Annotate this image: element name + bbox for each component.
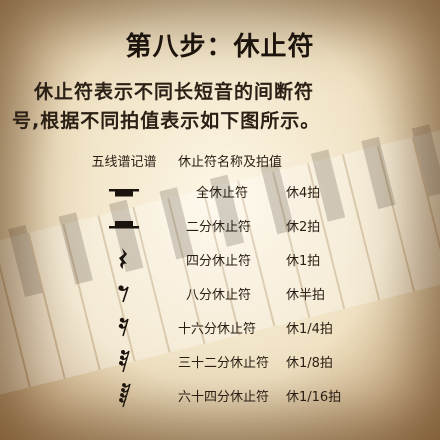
header-name-and-beats: 休止符名称及拍值 bbox=[178, 154, 283, 170]
table-cell: 全休止符 休4拍 bbox=[178, 174, 370, 208]
rest-beats: 休半拍 bbox=[286, 287, 326, 303]
page-title: 第八步：休止符 bbox=[125, 32, 315, 62]
eighth-rest-icon bbox=[70, 276, 178, 310]
table-row: 八分休止符 休半拍 bbox=[70, 276, 370, 310]
sixteenth-rest-icon bbox=[70, 310, 178, 344]
table-row: 六十四分休止符 休1/16拍 bbox=[70, 378, 370, 412]
rest-beats: 休1拍 bbox=[286, 253, 321, 269]
header-notation: 五线谱记谱 bbox=[91, 154, 157, 170]
table-row: 十六分休止符 休1/4拍 bbox=[70, 310, 370, 344]
rest-name: 二分休止符 bbox=[186, 219, 252, 235]
table-row: 全休止符 休4拍 bbox=[70, 174, 370, 208]
rest-name: 八分休止符 bbox=[186, 287, 252, 303]
table-cell: 八分休止符 休半拍 bbox=[178, 276, 370, 310]
table-header-row: 五线谱记谱 休止符名称及拍值 bbox=[70, 146, 370, 174]
half-rest-icon bbox=[70, 208, 178, 242]
rest-name: 全休止符 bbox=[196, 185, 249, 201]
table-cell: 十六分休止符 休1/4拍 bbox=[178, 310, 370, 344]
rest-name: 四分休止符 bbox=[186, 253, 252, 269]
intro-line-1: 休止符表示不同长短音的间断符 bbox=[34, 81, 315, 103]
intro-line-2: 号,根据不同拍值表示如下图所示。 bbox=[12, 110, 321, 132]
rest-beats: 休1/4拍 bbox=[286, 321, 333, 337]
table-row: 四分休止符 休1拍 bbox=[70, 242, 370, 276]
table-cell: 三十二分休止符 休1/8拍 bbox=[178, 344, 370, 378]
quarter-rest-icon bbox=[70, 242, 178, 276]
table-cell: 四分休止符 休1拍 bbox=[178, 242, 370, 276]
table-cell: 六十四分休止符 休1/16拍 bbox=[178, 378, 370, 412]
whole-rest-icon bbox=[70, 174, 178, 208]
rest-beats: 休2拍 bbox=[286, 219, 321, 235]
rest-beats: 休1/16拍 bbox=[286, 389, 342, 405]
intro-paragraph: 休止符表示不同长短音的间断符 号,根据不同拍值表示如下图所示。 bbox=[12, 78, 432, 136]
thirty-second-rest-icon bbox=[70, 344, 178, 378]
table-row: 三十二分休止符 休1/8拍 bbox=[70, 344, 370, 378]
rest-name: 六十四分休止符 bbox=[178, 389, 270, 405]
table-cell: 二分休止符 休2拍 bbox=[178, 208, 370, 242]
sixty-fourth-rest-icon bbox=[70, 378, 178, 412]
rest-table: 五线谱记谱 休止符名称及拍值 全休止符 休4拍 二分休止符 休2拍 bbox=[70, 146, 370, 412]
rest-beats: 休1/8拍 bbox=[286, 355, 333, 371]
rest-beats: 休4拍 bbox=[286, 185, 321, 201]
rest-name: 十六分休止符 bbox=[178, 321, 257, 337]
rest-name: 三十二分休止符 bbox=[178, 355, 270, 371]
table-row: 二分休止符 休2拍 bbox=[70, 208, 370, 242]
